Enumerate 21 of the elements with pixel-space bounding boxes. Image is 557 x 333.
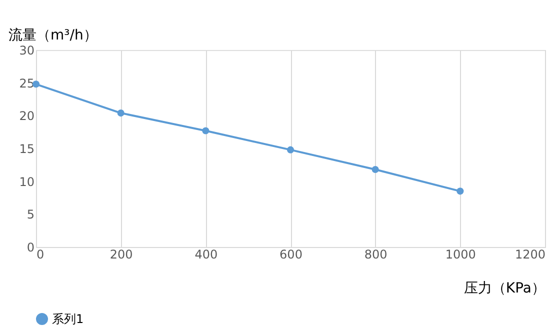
x-tick-label: 0 <box>36 248 44 262</box>
x-tick-label: 1200 <box>514 248 546 262</box>
legend-label: 系列1 <box>52 312 84 326</box>
y-tick-label: 10 <box>19 174 34 189</box>
point <box>202 127 210 134</box>
x-tick-label: 200 <box>110 248 133 262</box>
y-axis-title: 流量（m³/h） <box>8 28 98 44</box>
point <box>117 110 124 117</box>
y-tick-label: 25 <box>19 76 34 90</box>
x-tick-label: 600 <box>280 248 302 262</box>
y-tick-label: 15 <box>19 142 34 156</box>
x-tick-label: 400 <box>194 248 218 262</box>
point <box>456 188 464 195</box>
y-tick-label: 20 <box>19 109 34 124</box>
x-tick-label: 800 <box>364 248 388 262</box>
y-tick-label: 30 <box>19 44 34 58</box>
y-tick-label: 5 <box>26 208 34 222</box>
x-axis-title: 压力（KPa） <box>464 280 546 296</box>
x-tick-label: 1000 <box>445 248 476 262</box>
point <box>286 146 294 154</box>
point <box>372 166 379 174</box>
